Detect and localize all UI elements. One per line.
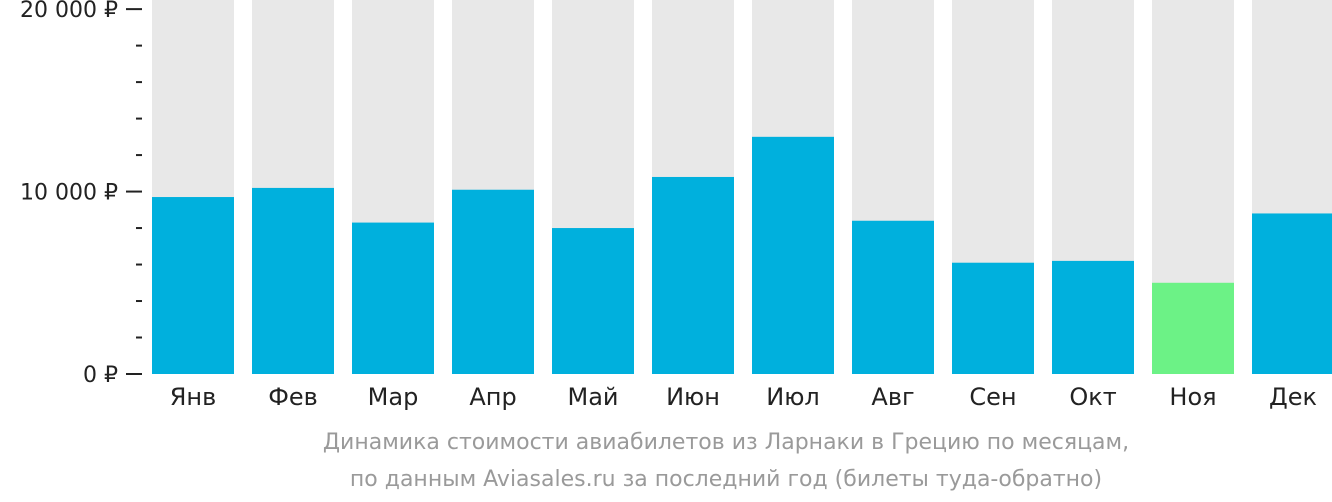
bar (752, 136, 834, 374)
y-tick-label: 20 000 ₽ (20, 0, 118, 23)
bar (652, 176, 734, 374)
data-bars (152, 136, 1332, 374)
bar (152, 197, 234, 374)
bar (252, 187, 334, 374)
bar (1052, 260, 1134, 374)
x-tick-label: Сен (969, 383, 1016, 411)
bar (952, 262, 1034, 374)
x-tick-label: Авг (871, 383, 914, 411)
x-tick-label: Мар (368, 383, 419, 411)
bar (852, 220, 934, 374)
bar (1152, 282, 1234, 374)
y-tick-label: 0 ₽ (83, 363, 118, 388)
x-tick-label: Май (567, 383, 618, 411)
chart-caption-line-2: по данным Aviasales.ru за последний год … (349, 467, 1103, 492)
bar (552, 228, 634, 374)
bar (352, 222, 434, 374)
x-tick-label: Янв (170, 383, 217, 411)
x-tick-label: Окт (1069, 383, 1116, 411)
x-tick-label: Июл (766, 383, 820, 411)
chart-caption-line-1: Динамика стоимости авиабилетов из Ларнак… (322, 430, 1130, 455)
bar (1252, 213, 1332, 374)
x-tick-label: Апр (469, 383, 516, 411)
bar (452, 189, 534, 374)
x-tick-label: Июн (666, 383, 720, 411)
x-tick-label: Ноя (1169, 383, 1216, 411)
bar-chart: 0 ₽ 10 000 ₽ 20 000 ₽ Янв Фев Мар Апр Май Июн Ию… (20, 0, 1332, 411)
x-axis-labels: Янв Фев Мар Апр Май Июн Июл Авг Сен Окт Ноя Дек (170, 383, 1317, 411)
y-tick-label: 10 000 ₽ (20, 181, 118, 206)
y-axis: 0 ₽ 10 000 ₽ 20 000 ₽ (20, 0, 142, 388)
x-tick-label: Фев (268, 383, 318, 411)
x-tick-label: Дек (1269, 383, 1317, 411)
